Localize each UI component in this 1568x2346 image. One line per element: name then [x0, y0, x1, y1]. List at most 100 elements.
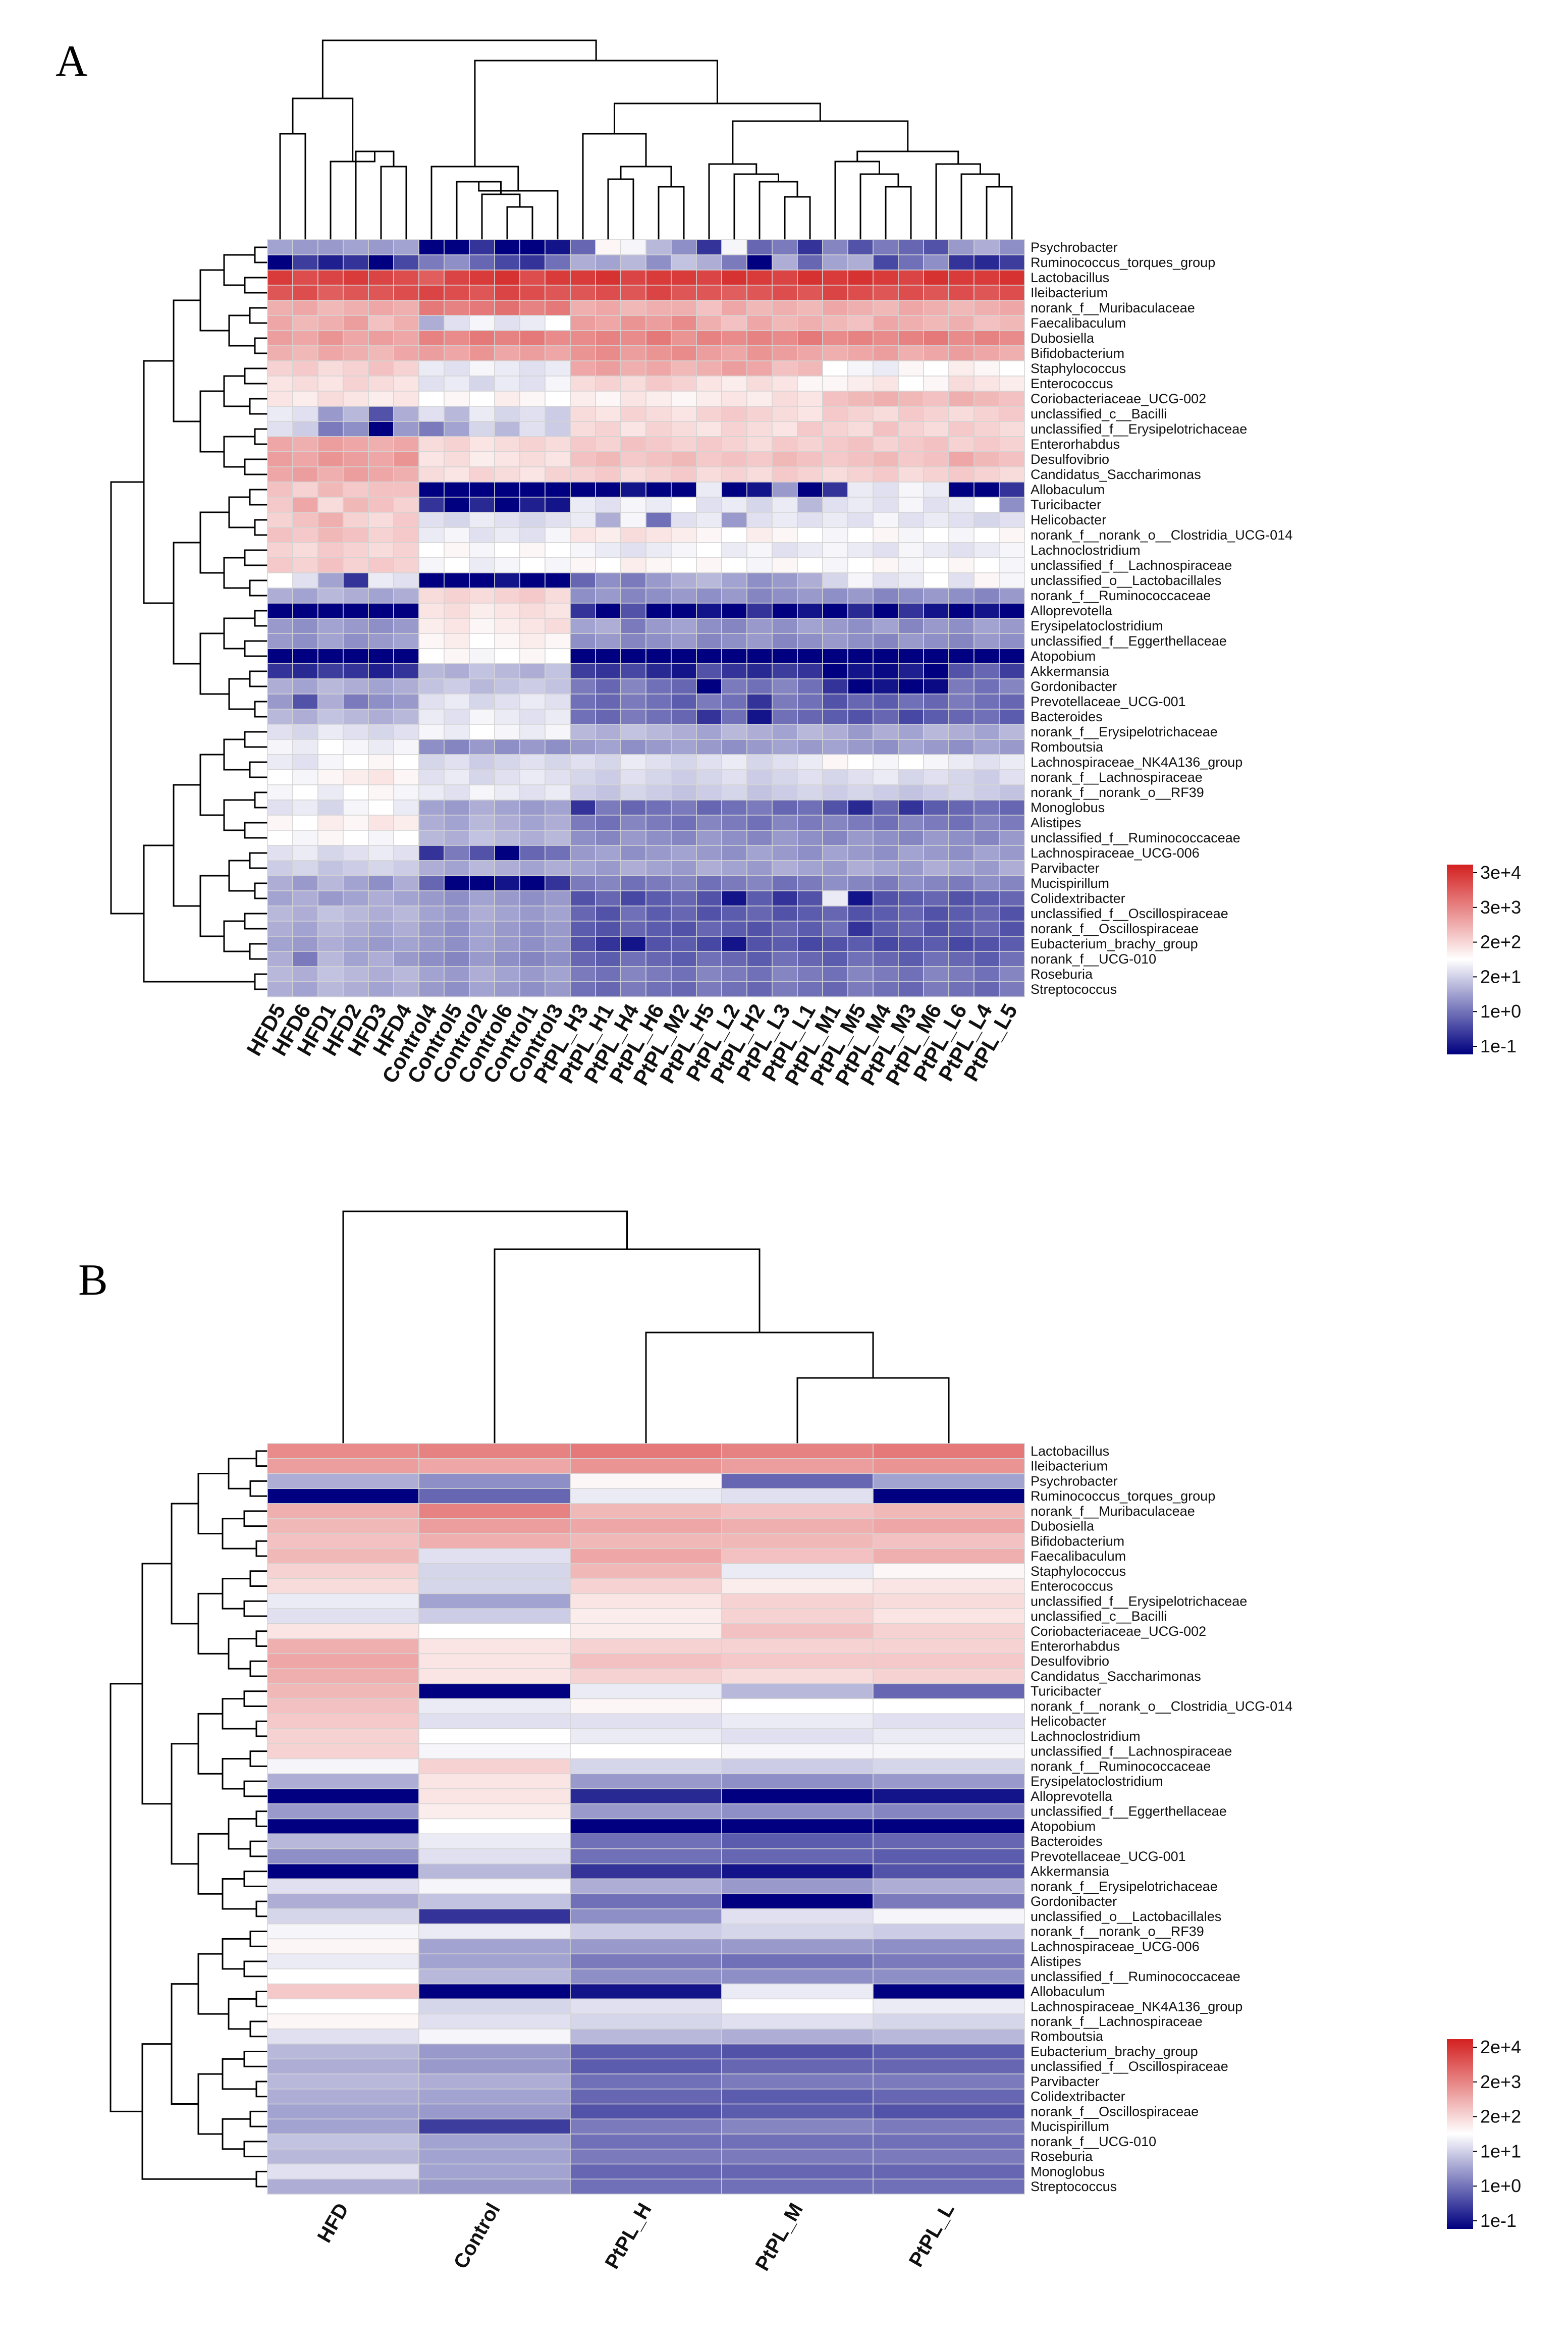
heatmap-cell — [645, 572, 672, 589]
heatmap-cell — [444, 254, 470, 271]
dendrogram-branch — [228, 496, 255, 528]
heatmap-cell — [645, 270, 672, 286]
heatmap-cell — [923, 406, 949, 422]
dendrogram-branch — [255, 1991, 267, 2007]
heatmap-cell — [570, 678, 596, 695]
heatmap-cell — [444, 845, 470, 861]
heatmap-cell — [645, 694, 672, 710]
heatmap-cell — [898, 557, 924, 573]
heatmap-cell — [948, 966, 975, 982]
heatmap-cell — [822, 769, 848, 785]
dendrogram-branch — [474, 60, 718, 167]
heatmap-cell — [368, 799, 394, 816]
heatmap-cell — [570, 830, 596, 846]
heatmap-cell — [418, 497, 445, 513]
heatmap-cell — [545, 542, 571, 558]
heatmap-cell — [570, 512, 596, 528]
panel-b-taxa-labels: LactobacillusIleibacteriumPsychrobacterR… — [1031, 1444, 1292, 2194]
heatmap-cell — [519, 860, 546, 876]
heatmap-cell — [797, 542, 823, 558]
heatmap-cell — [721, 588, 747, 604]
heatmap-cell — [847, 391, 874, 407]
dendrogram-branch — [708, 163, 758, 240]
heatmap-cell — [898, 360, 924, 377]
heatmap-cell — [267, 527, 293, 543]
heatmap-cell — [772, 588, 798, 604]
legend-tick-label: 2e+2 — [1480, 932, 1521, 952]
heatmap-cell — [418, 270, 445, 286]
heatmap-cell — [570, 860, 596, 876]
heatmap-cell — [847, 890, 874, 907]
heatmap-cell — [267, 239, 293, 255]
heatmap-cell — [418, 2103, 571, 2120]
heatmap-cell — [696, 875, 722, 891]
heatmap-cell — [469, 815, 495, 831]
heatmap-cell — [847, 724, 874, 740]
heatmap-cell — [620, 406, 646, 422]
heatmap-cell — [343, 799, 369, 816]
heatmap-cell — [418, 2013, 571, 2030]
heatmap-cell — [746, 360, 773, 377]
heatmap-cell — [519, 890, 546, 907]
heatmap-cell — [393, 618, 419, 634]
heatmap-cell — [772, 254, 798, 271]
heatmap-cell — [343, 648, 369, 664]
dendrogram-branch — [254, 337, 267, 354]
taxon-label: Alistipes — [1031, 1954, 1082, 1969]
heatmap-cell — [974, 315, 1000, 331]
heatmap-cell — [267, 482, 293, 498]
taxon-label: Candidatus_Saccharimonas — [1031, 467, 1201, 482]
heatmap-cell — [948, 451, 975, 467]
heatmap-cell — [822, 860, 848, 876]
heatmap-cell — [418, 981, 445, 997]
heatmap-cell — [721, 482, 747, 498]
heatmap-cell — [999, 270, 1025, 286]
heatmap-cell — [393, 936, 419, 952]
heatmap-cell — [469, 376, 495, 392]
heatmap-cell — [974, 845, 1000, 861]
heatmap-cell — [292, 360, 318, 377]
heatmap-cell — [317, 572, 344, 589]
heatmap-cell — [721, 1443, 874, 1459]
heatmap-cell — [317, 663, 344, 679]
heatmap-cell — [418, 966, 445, 982]
heatmap-cell — [923, 663, 949, 679]
heatmap-cell — [393, 951, 419, 967]
heatmap-cell — [267, 300, 293, 316]
heatmap-cell — [746, 436, 773, 452]
heatmap-cell — [343, 239, 369, 255]
heatmap-cell — [368, 270, 394, 286]
heatmap-cell — [999, 709, 1025, 725]
heatmap-cell — [923, 330, 949, 346]
heatmap-cell — [494, 254, 520, 271]
heatmap-cell — [267, 1488, 419, 1504]
heatmap-cell — [494, 497, 520, 513]
heatmap-cell — [772, 905, 798, 922]
heatmap-cell — [898, 875, 924, 891]
dendrogram-branch — [243, 2050, 267, 2067]
heatmap-cell — [721, 1923, 874, 1940]
heatmap-cell — [671, 845, 697, 861]
heatmap-cell — [469, 360, 495, 377]
heatmap-cell — [444, 300, 470, 316]
heatmap-cell — [873, 1773, 1025, 1789]
heatmap-cell — [418, 1968, 571, 1985]
heatmap-cell — [898, 890, 924, 907]
heatmap-cell — [696, 603, 722, 619]
dendrogram-branch — [249, 852, 267, 869]
heatmap-cell — [267, 1713, 419, 1729]
heatmap-cell — [494, 905, 520, 922]
heatmap-cell — [595, 845, 621, 861]
heatmap-cell — [368, 694, 394, 710]
dendrogram-branch — [171, 1743, 198, 1865]
heatmap-cell — [974, 421, 1000, 437]
heatmap-cell — [595, 330, 621, 346]
heatmap-cell — [772, 315, 798, 331]
heatmap-cell — [645, 875, 672, 891]
heatmap-cell — [898, 285, 924, 301]
heatmap-cell — [999, 648, 1025, 664]
heatmap-cell — [721, 542, 747, 558]
heatmap-cell — [746, 603, 773, 619]
heatmap-cell — [671, 966, 697, 982]
heatmap-cell — [645, 376, 672, 392]
